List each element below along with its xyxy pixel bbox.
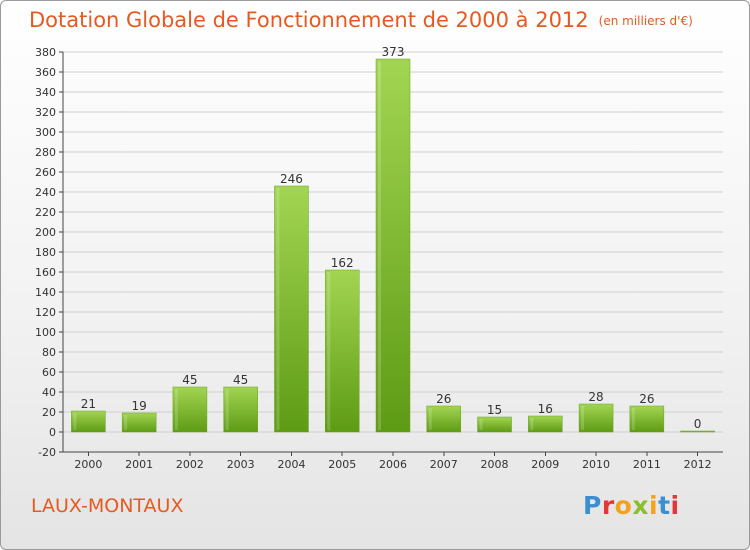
bar-highlight bbox=[530, 418, 534, 430]
y-tick-label: 340 bbox=[35, 86, 56, 99]
value-label-2011: 26 bbox=[639, 392, 654, 406]
bar-2008 bbox=[477, 416, 512, 433]
value-label-2003: 45 bbox=[233, 373, 248, 387]
y-tick-label: 300 bbox=[35, 126, 56, 139]
value-label-2002: 45 bbox=[182, 373, 197, 387]
x-tick-label-2005: 2005 bbox=[328, 458, 356, 471]
bar-highlight bbox=[378, 61, 381, 430]
value-label-2007: 26 bbox=[436, 392, 451, 406]
bar-highlight bbox=[225, 389, 229, 430]
value-label-2009: 16 bbox=[538, 402, 553, 416]
y-tick-label: 320 bbox=[35, 106, 56, 119]
commune-name: LAUX-MONTAUX bbox=[31, 495, 184, 517]
y-tick-label: 120 bbox=[35, 306, 56, 319]
y-tick-label: 260 bbox=[35, 166, 56, 179]
value-label-2006: 373 bbox=[382, 45, 405, 59]
y-tick-label: 220 bbox=[35, 206, 56, 219]
x-tick-label-2007: 2007 bbox=[430, 458, 458, 471]
x-tick-label-2009: 2009 bbox=[531, 458, 559, 471]
bar-2012 bbox=[680, 430, 715, 433]
bar-highlight bbox=[276, 188, 280, 430]
bar-highlight bbox=[73, 413, 77, 430]
x-tick-label-2002: 2002 bbox=[176, 458, 204, 471]
bar-2007 bbox=[426, 405, 462, 433]
x-tick-label-2012: 2012 bbox=[684, 458, 712, 471]
bar-2001 bbox=[121, 412, 157, 433]
chart-unit: (en milliers d'€) bbox=[598, 14, 693, 28]
bar-2002 bbox=[172, 386, 208, 433]
x-tick-label-2000: 2000 bbox=[74, 458, 102, 471]
y-tick-label: 380 bbox=[35, 46, 56, 59]
y-tick-label: 60 bbox=[42, 366, 56, 379]
value-label-2004: 246 bbox=[280, 172, 303, 186]
bar-2006 bbox=[375, 58, 411, 433]
y-tick-label: 160 bbox=[35, 266, 56, 279]
y-tick-label: 40 bbox=[42, 386, 56, 399]
x-tick-label-2011: 2011 bbox=[633, 458, 661, 471]
bar-2009 bbox=[528, 415, 563, 433]
bar-2000 bbox=[71, 410, 106, 433]
value-label-2008: 15 bbox=[487, 403, 502, 417]
y-tick-label: 180 bbox=[35, 246, 56, 259]
x-tick-label-2003: 2003 bbox=[227, 458, 255, 471]
value-label-2001: 19 bbox=[132, 399, 147, 413]
bar-highlight bbox=[428, 408, 432, 430]
x-tick-label-2004: 2004 bbox=[277, 458, 305, 471]
x-tick-label-2010: 2010 bbox=[582, 458, 610, 471]
bar-highlight bbox=[479, 419, 483, 430]
value-label-2012: 0 bbox=[694, 417, 702, 431]
bar-2003 bbox=[223, 386, 258, 433]
y-tick-label: 240 bbox=[35, 186, 56, 199]
y-tick-label: 0 bbox=[49, 426, 56, 439]
x-tick-label-2001: 2001 bbox=[125, 458, 153, 471]
value-label-2005: 162 bbox=[331, 256, 354, 270]
proxiti-logo[interactable]: Proxiti bbox=[583, 491, 680, 520]
bar-2010 bbox=[578, 403, 614, 433]
labels: -200204060801001201401601802002202402602… bbox=[35, 45, 712, 471]
bar-highlight bbox=[327, 272, 331, 430]
y-tick-label: 200 bbox=[35, 226, 56, 239]
chart-title-block: Dotation Globale de Fonctionnement de 20… bbox=[29, 8, 693, 32]
bar-highlight bbox=[124, 415, 128, 430]
bar-highlight bbox=[581, 406, 585, 430]
bar-2005 bbox=[324, 269, 360, 433]
chart-title: Dotation Globale de Fonctionnement de 20… bbox=[29, 8, 589, 32]
value-label-2000: 21 bbox=[81, 397, 96, 411]
bar-2011 bbox=[629, 405, 665, 433]
bar-highlight bbox=[631, 408, 635, 430]
y-tick-label: 360 bbox=[35, 66, 56, 79]
y-tick-label: 280 bbox=[35, 146, 56, 159]
y-tick-label: 140 bbox=[35, 286, 56, 299]
bar-highlight bbox=[174, 389, 178, 430]
x-tick-label-2008: 2008 bbox=[481, 458, 509, 471]
bars bbox=[71, 58, 715, 433]
y-tick-label: 100 bbox=[35, 326, 56, 339]
axes bbox=[59, 51, 723, 456]
y-tick-label: 20 bbox=[42, 406, 56, 419]
y-tick-label: -20 bbox=[38, 446, 56, 459]
x-tick-label-2006: 2006 bbox=[379, 458, 407, 471]
bar-2004 bbox=[274, 185, 309, 433]
value-label-2010: 28 bbox=[588, 390, 603, 404]
y-tick-label: 80 bbox=[42, 346, 56, 359]
